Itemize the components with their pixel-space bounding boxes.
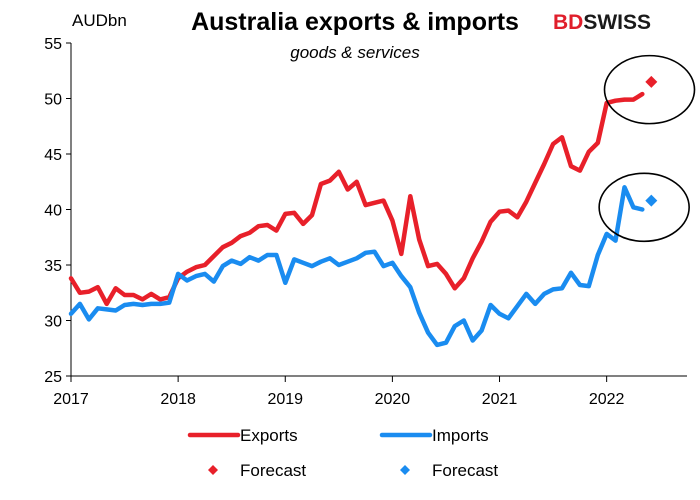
chart-subtitle: goods & services [290, 43, 420, 62]
axes: 25 30 35 40 45 50 55 2017 2018 2019 2020 2021 2022 [44, 36, 687, 408]
legend-swatch-forecast-imports [400, 465, 410, 475]
legend: Exports Imports Forecast Forecast [187, 426, 498, 480]
y-tick-label: 50 [44, 92, 62, 109]
forecast-marker-imports [645, 194, 658, 207]
svg-text:BDSWISS: BDSWISS [553, 11, 651, 34]
series-line-exports [68, 91, 645, 307]
y-tick-label: 45 [44, 147, 62, 164]
series-layer [68, 75, 658, 348]
forecast-marker-exports [645, 75, 658, 88]
legend-swatch-forecast-exports [208, 465, 218, 475]
y-tick-label: 25 [44, 369, 62, 386]
chart-title: Australia exports & imports [191, 8, 519, 36]
legend-label-forecast-imports: Forecast [432, 461, 498, 480]
series-line-imports [68, 185, 645, 348]
x-tick-label: 2018 [160, 391, 196, 408]
x-tick-label: 2020 [375, 391, 411, 408]
y-tick-label: 55 [44, 36, 62, 53]
x-tick-label: 2017 [53, 391, 89, 408]
legend-label-exports: Exports [240, 426, 298, 445]
annotation-layer [598, 54, 696, 243]
x-tick-label: 2021 [482, 391, 518, 408]
highlight-ellipse-2 [598, 172, 690, 243]
brand-logo-part2: SWISS [583, 11, 651, 34]
y-tick-label: 40 [44, 203, 62, 220]
x-tick-label: 2022 [589, 391, 625, 408]
y-tick-label: 35 [44, 258, 62, 275]
highlight-ellipse-1 [603, 54, 696, 125]
y-tick-label: 30 [44, 314, 62, 331]
x-tick-label: 2019 [267, 391, 303, 408]
legend-label-imports: Imports [432, 426, 489, 445]
brand-logo: BDSWISS [553, 11, 651, 34]
y-unit-label: AUDbn [72, 11, 127, 30]
brand-logo-part1: BD [553, 11, 583, 34]
legend-label-forecast-exports: Forecast [240, 461, 306, 480]
